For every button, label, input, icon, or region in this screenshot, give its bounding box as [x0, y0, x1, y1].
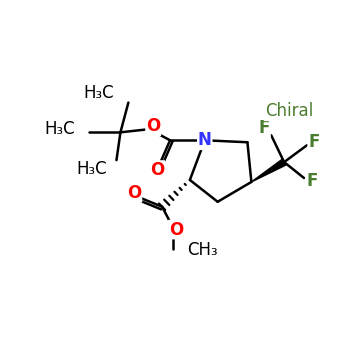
Text: CH₃: CH₃: [187, 241, 218, 259]
Text: F: F: [308, 133, 320, 151]
Text: O: O: [150, 161, 164, 179]
Text: H₃C: H₃C: [84, 84, 114, 101]
Text: N: N: [198, 131, 212, 149]
Text: O: O: [146, 117, 160, 135]
Text: O: O: [169, 220, 183, 239]
Text: H₃C: H₃C: [44, 120, 75, 138]
Text: H₃C: H₃C: [76, 160, 106, 178]
Polygon shape: [251, 159, 286, 182]
Text: F: F: [259, 119, 270, 137]
Text: O: O: [127, 184, 141, 202]
Text: Chiral: Chiral: [265, 102, 313, 119]
Text: F: F: [306, 172, 317, 190]
